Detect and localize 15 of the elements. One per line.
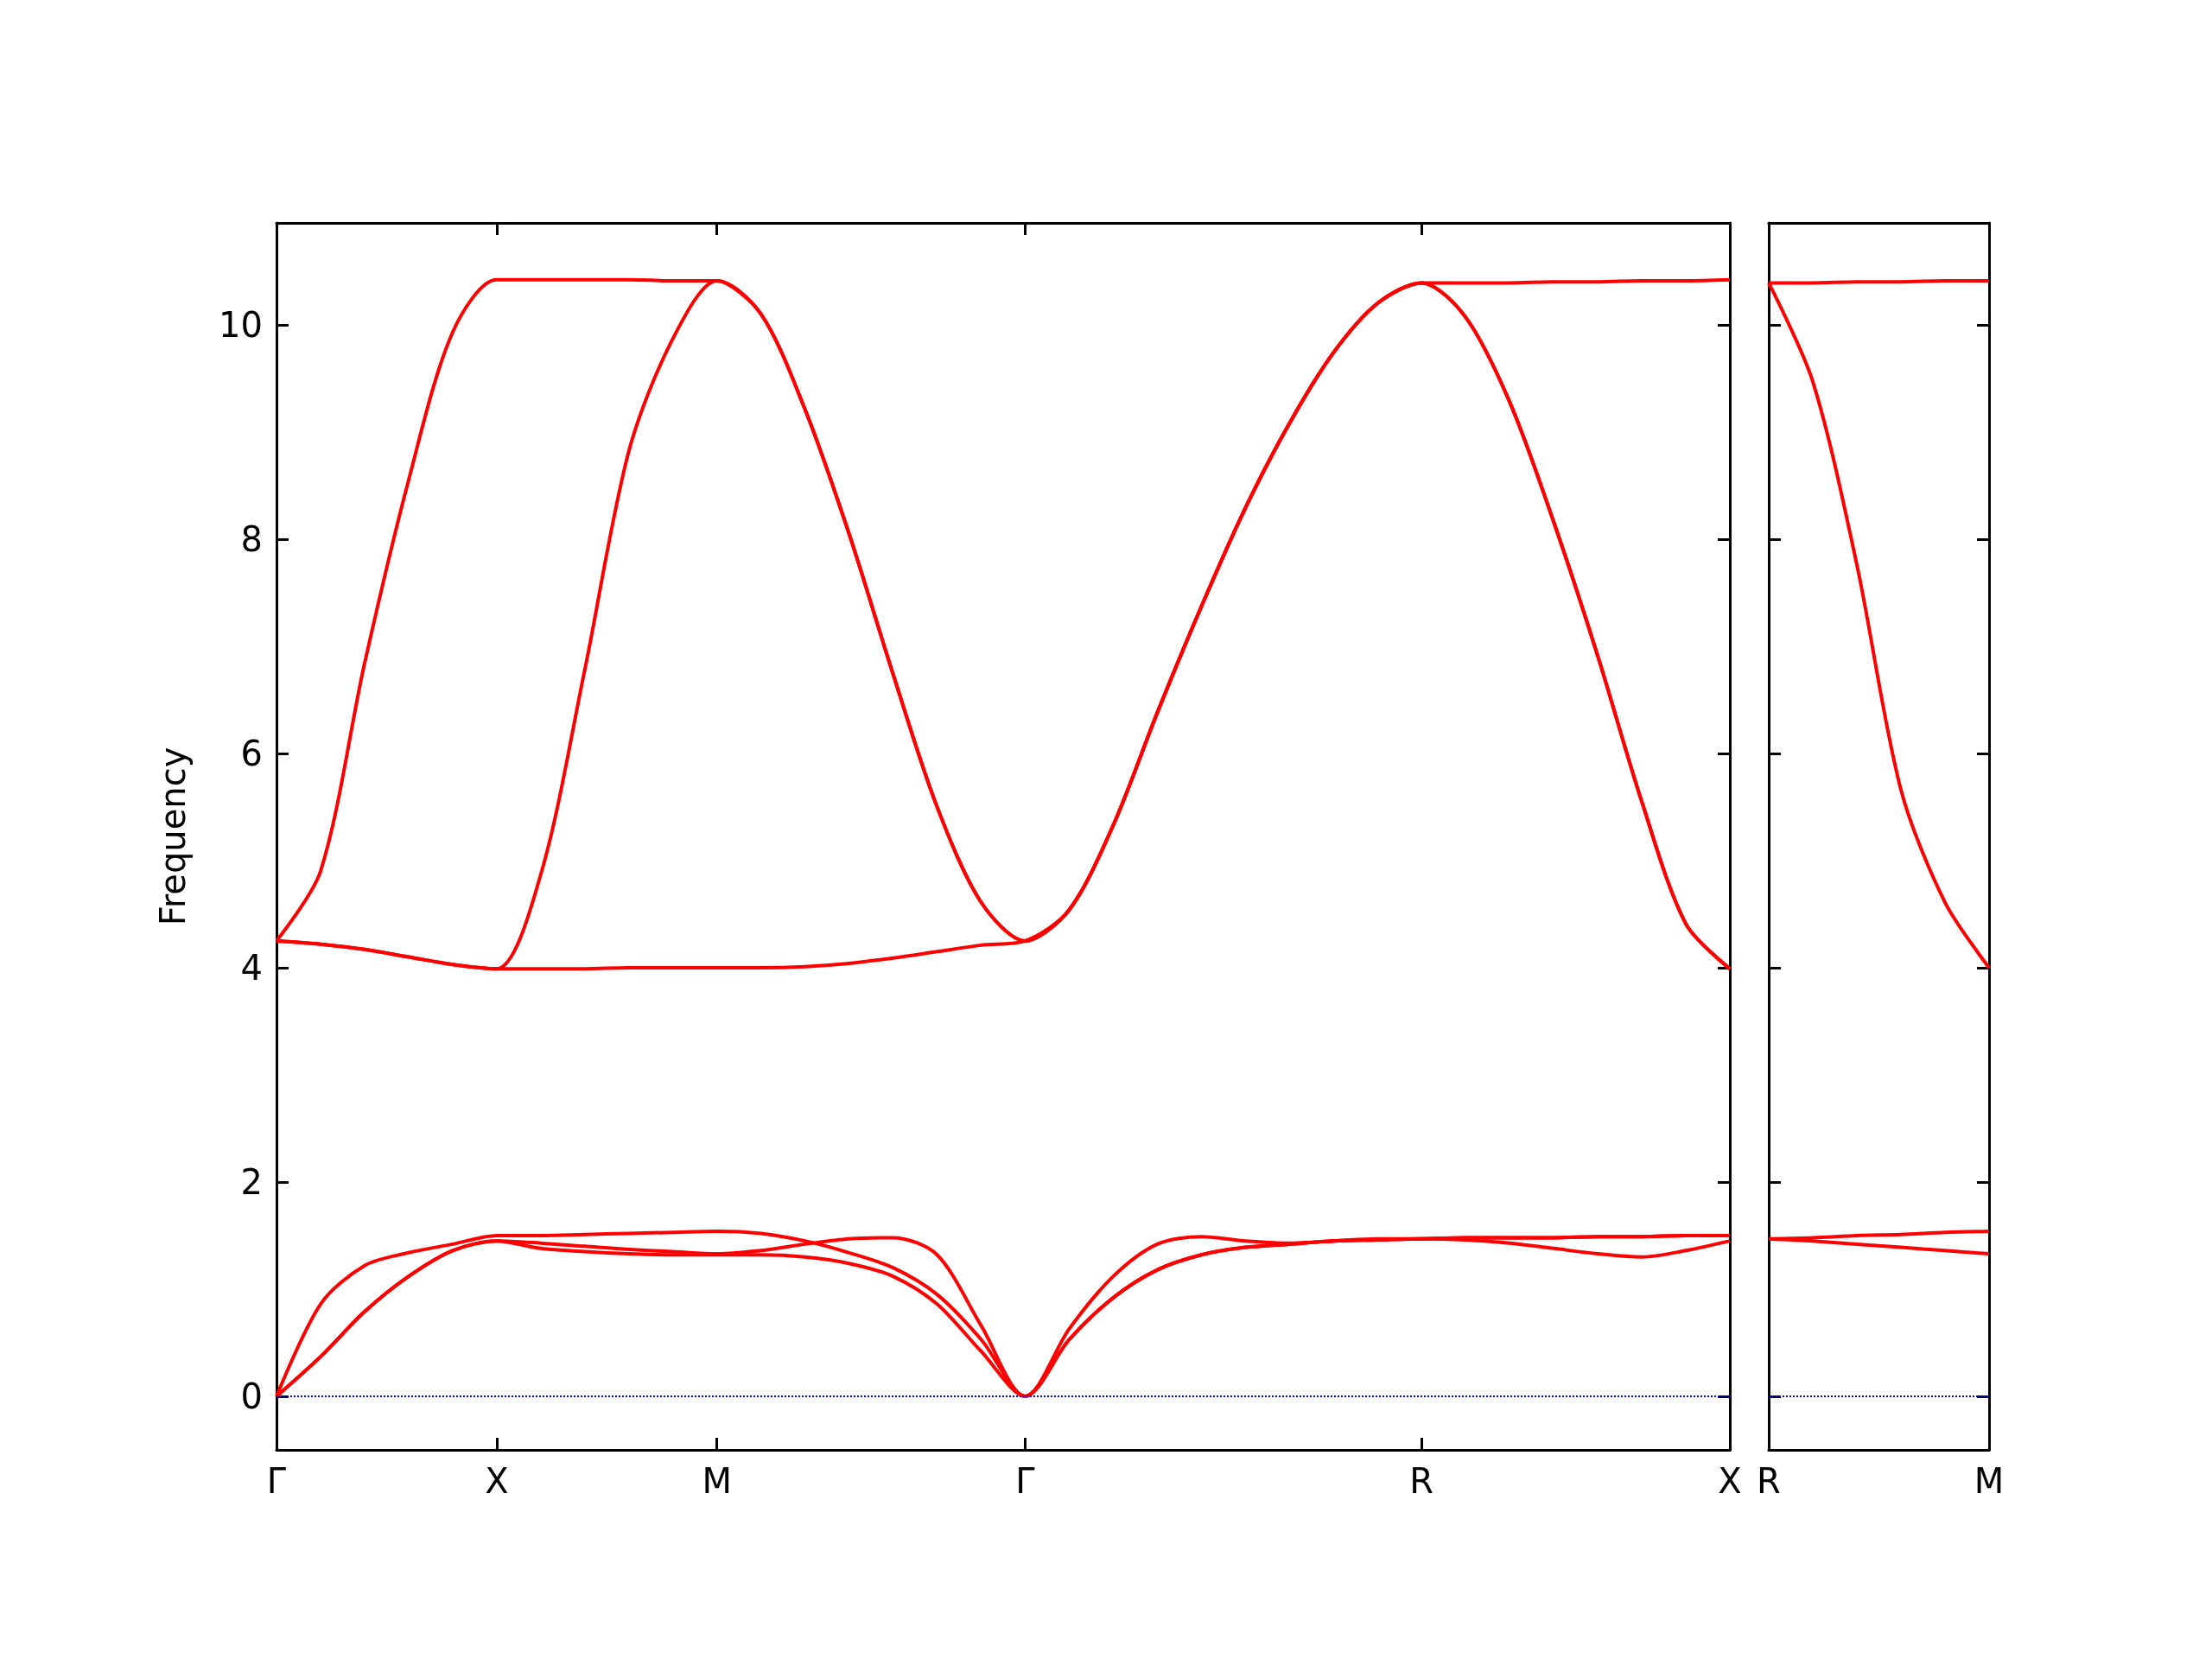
x-tick-label: R xyxy=(1409,1461,1434,1501)
x-tick-label: X xyxy=(1718,1461,1742,1501)
y-tick-label: 8 xyxy=(240,518,263,559)
y-tick-label: 2 xyxy=(240,1161,263,1202)
x-tick-label: R xyxy=(1757,1461,1781,1501)
y-tick-label: 4 xyxy=(240,947,263,988)
y-axis-title: Frequency xyxy=(153,747,193,926)
x-tick-label: X xyxy=(485,1461,509,1501)
x-tick-label: Γ xyxy=(1015,1461,1036,1501)
x-tick-label: M xyxy=(702,1461,732,1501)
x-tick-label: M xyxy=(1974,1461,2005,1501)
y-tick-label: 0 xyxy=(240,1376,263,1416)
x-tick-label: Γ xyxy=(266,1461,287,1501)
y-tick-label: 10 xyxy=(219,304,263,345)
y-tick-label: 6 xyxy=(240,733,263,773)
